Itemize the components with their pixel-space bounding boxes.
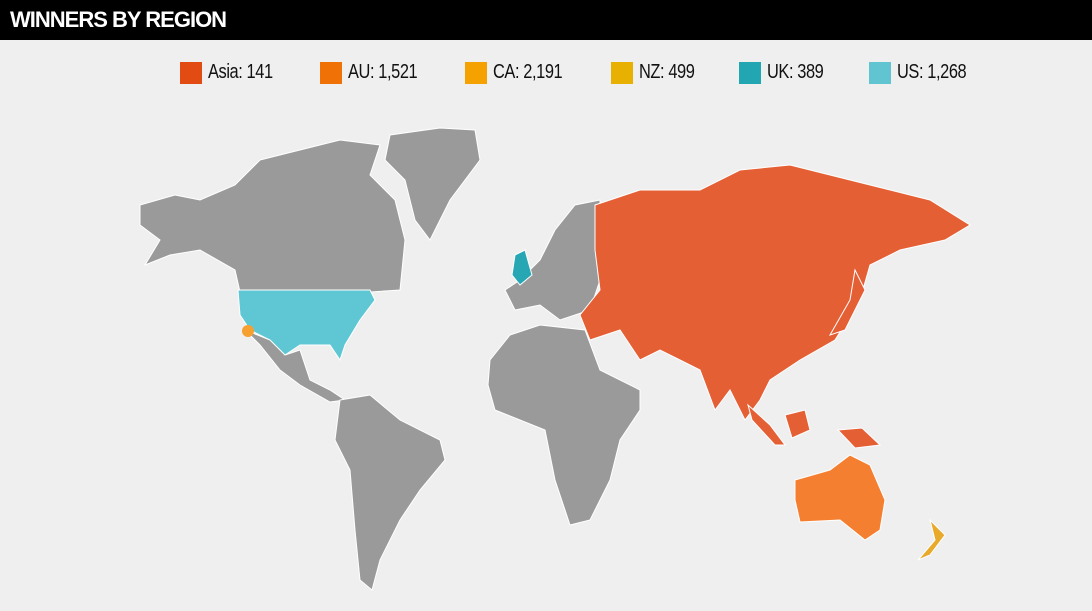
legend-item-us: US: 1,268 [869,61,981,84]
uk-region [511,249,533,286]
legend-swatch [610,61,633,84]
legend-item-au: AU: 1,521 [319,61,432,84]
legend-swatch [869,61,892,84]
asia-region [579,164,971,421]
legend-item-nz: NZ: 499 [610,61,707,84]
south-america-land [334,394,446,591]
legend-item-asia: Asia: 141 [180,61,287,84]
sumatra-region [747,403,786,446]
legend: Asia: 141 AU: 1,521 CA: 2,191 NZ: 499 UK… [180,61,1015,84]
greenland-land [384,127,481,241]
us-region [237,289,376,362]
legend-swatch [465,61,488,84]
ca-region-marker [242,325,254,337]
legend-item-ca: CA: 2,191 [465,61,577,84]
new-zealand-region [917,518,946,561]
legend-swatch [319,61,342,84]
japan-region [828,268,866,336]
page-title: WINNERS BY REGION [10,7,227,32]
north-america-land [139,139,406,293]
australia-region [794,454,886,541]
new-guinea-region [836,427,882,449]
central-america-land [244,329,347,403]
header-bar: WINNERS BY REGION [0,0,1092,40]
legend-item-uk: UK: 389 [739,61,836,84]
legend-swatch [739,61,762,84]
africa-land [487,324,641,526]
borneo-region [784,409,811,439]
legend-swatch [180,61,202,84]
